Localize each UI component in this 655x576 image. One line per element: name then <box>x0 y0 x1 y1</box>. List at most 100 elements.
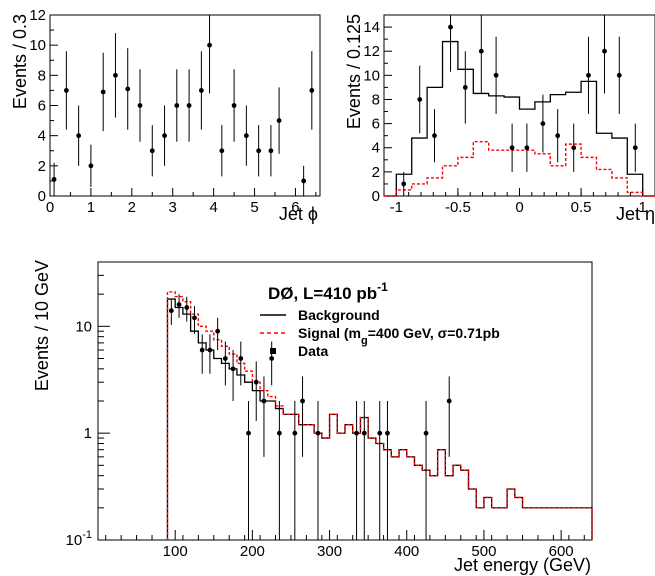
data-point <box>448 24 453 30</box>
data-point <box>243 133 249 139</box>
legend-data-marker <box>270 348 276 354</box>
y-tick-label: 12 <box>363 43 380 60</box>
data-point <box>238 356 244 361</box>
data-point <box>76 133 82 139</box>
y-tick-label: 0 <box>372 188 380 205</box>
x-axis-label: Jet η <box>616 204 655 224</box>
data-point <box>268 148 274 154</box>
x-tick-label: 300 <box>317 543 342 560</box>
data-point <box>493 72 499 78</box>
data-point <box>540 121 546 126</box>
data-point <box>256 148 262 154</box>
data-point <box>222 356 228 361</box>
data-point <box>571 145 577 151</box>
data-point <box>315 430 321 436</box>
data-point <box>230 366 236 372</box>
data-point <box>423 430 429 436</box>
y-tick-label: 6 <box>372 116 380 133</box>
y-tick-label: 14 <box>363 19 380 36</box>
x-tick-label: 5 <box>250 199 258 216</box>
data-point <box>192 315 197 321</box>
data-point <box>602 48 607 54</box>
y-tick-label: 1 <box>84 425 92 442</box>
data-point <box>113 72 118 78</box>
data-point <box>616 72 622 78</box>
x-tick-label: 100 <box>163 543 188 560</box>
data-point <box>186 103 192 108</box>
data-point <box>176 302 182 307</box>
y-tick-label: 4 <box>372 140 380 157</box>
x-tick-label: 500 <box>471 543 496 560</box>
data-point <box>301 178 307 184</box>
y-tick-label: 4 <box>38 128 46 145</box>
y-tick-label: 10 <box>29 37 46 54</box>
data-point <box>586 72 591 78</box>
data-point <box>361 430 367 436</box>
frame <box>97 261 593 541</box>
data-point <box>199 347 205 353</box>
data-point <box>300 398 305 404</box>
data-point <box>292 430 298 436</box>
data-point <box>524 145 530 151</box>
x-tick-label: 0.5 <box>571 199 592 216</box>
x-tick-label: 0 <box>46 199 54 216</box>
data-point <box>276 430 282 436</box>
y-tick-label: 6 <box>38 98 46 115</box>
data-point <box>168 308 174 314</box>
data-point <box>253 379 259 385</box>
data-point <box>478 48 484 54</box>
x-tick-label: -1 <box>390 199 403 216</box>
y-axis-label: Events / 0.3 <box>10 14 30 109</box>
data-point <box>432 133 437 139</box>
data-point <box>125 86 131 92</box>
legend-background-label: Background <box>298 307 380 323</box>
y-tick-label: 10 <box>363 67 380 84</box>
x-tick-label: 3 <box>169 199 177 216</box>
data-point <box>184 305 190 310</box>
x-tick-label: 6 <box>291 199 299 216</box>
data-point <box>246 430 251 436</box>
y-tick-label: 8 <box>372 91 380 108</box>
data-point <box>555 133 561 139</box>
data-point <box>446 398 452 404</box>
y-tick-label: 2 <box>372 164 380 181</box>
data-point <box>309 88 315 93</box>
x-tick-label: 2 <box>128 199 136 216</box>
data-point <box>276 118 282 123</box>
data-point <box>401 181 407 187</box>
data-point <box>198 88 204 93</box>
x-tick-label: 0 <box>515 199 523 216</box>
data-point <box>63 88 69 93</box>
data-point <box>162 133 167 139</box>
data-point <box>509 145 515 151</box>
data-point <box>354 430 359 436</box>
x-tick-label: 200 <box>240 543 265 560</box>
data-point <box>417 97 423 102</box>
plot-area: 100 200 300 400 500 600 10-1 1 10 <box>66 261 593 560</box>
data-point <box>261 398 267 404</box>
data-point <box>377 430 383 436</box>
x-tick-label: 600 <box>549 543 574 560</box>
data-point <box>632 145 638 151</box>
x-tick-label: 1 <box>639 199 647 216</box>
x-tick-label: 1 <box>87 199 95 216</box>
data-point <box>137 103 143 108</box>
y-axis-label: Events / 0.125 <box>344 14 364 129</box>
y-tick-label: 10 <box>75 318 92 335</box>
x-tick-label: 4 <box>209 199 217 216</box>
data-point <box>88 163 94 169</box>
x-tick-label: -0.5 <box>445 199 471 216</box>
y-tick-label: 8 <box>38 67 46 84</box>
x-tick-label: 400 <box>394 543 419 560</box>
data-point <box>100 89 106 95</box>
y-tick-label: 12 <box>29 7 46 24</box>
legend-data-label: Data <box>298 343 329 359</box>
data-point <box>215 328 221 334</box>
x-axis-label: Jet energy (GeV) <box>454 555 591 575</box>
legend-title: DØ, L=410 pb-1 <box>268 280 388 303</box>
data-point <box>385 430 390 436</box>
